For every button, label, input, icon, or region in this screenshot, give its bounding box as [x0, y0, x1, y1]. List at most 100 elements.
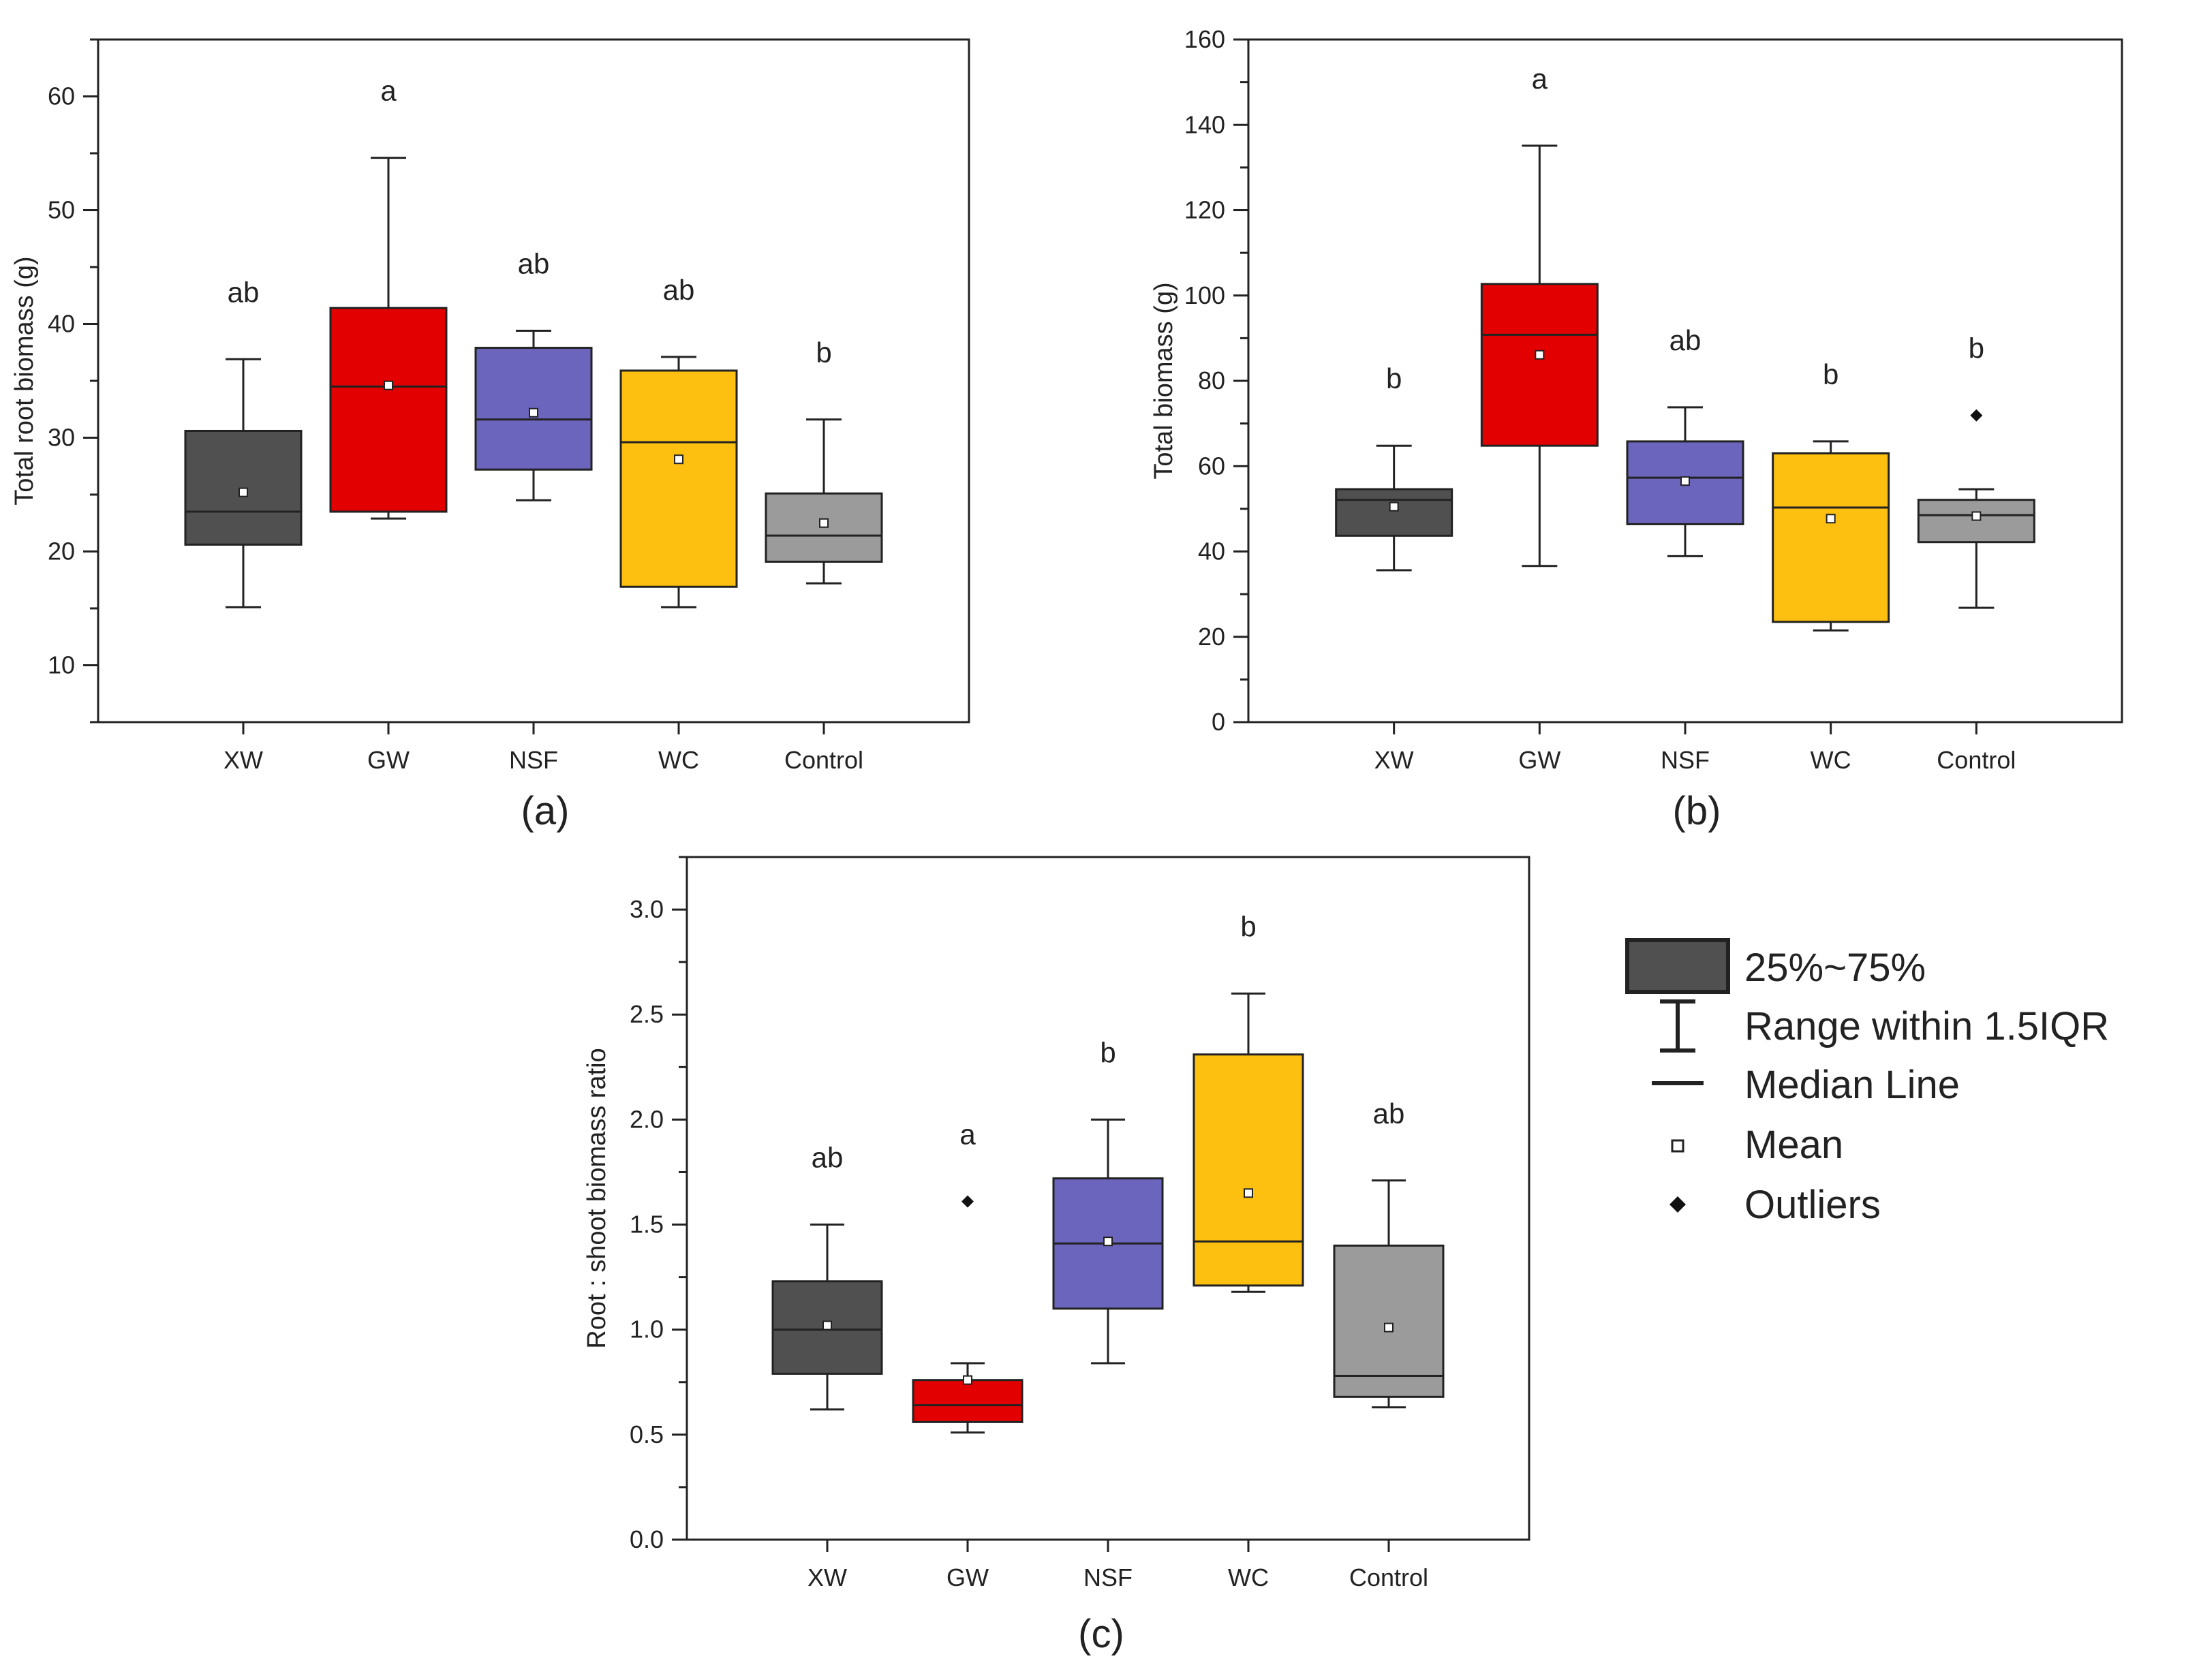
panel-a-marks: 10 20 30 40 50 60 XW GW NSF WC Control ab a ab ab b	[48, 38, 883, 774]
panel-c-mean-wc	[1244, 1188, 1253, 1198]
panel-b-mean-gw	[1535, 349, 1545, 360]
panel-a-mean-nsf	[529, 407, 538, 418]
panel-a-significance-letter-xw: ab	[228, 276, 260, 308]
panel-b-y-tick-label: 140	[1184, 110, 1225, 138]
panel-c-box-wc	[1192, 1053, 1304, 1287]
panel-c-y-tick-label: 2.5	[630, 1000, 664, 1028]
legend-outlier-label: Outliers	[1744, 1183, 1881, 1227]
panel-c-x-tick-label-gw: GW	[946, 1564, 989, 1591]
legend-whisker-label: Range within 1.5IQR	[1744, 1004, 2109, 1048]
legend-outlier-swatch	[1669, 1196, 1686, 1213]
panel-c-y-tick-label: 3.0	[630, 895, 664, 923]
panel-a-x-tick-label-xw: XW	[224, 746, 263, 774]
panel-a-box-wc	[619, 369, 738, 588]
panel-b-box-xw	[1335, 488, 1453, 537]
panel-a-mean-gw	[384, 380, 393, 390]
panel-c-x-tick-label-nsf: NSF	[1083, 1564, 1133, 1591]
panel-c-mean-control	[1384, 1322, 1394, 1333]
panel-c-y-tick-label: 2.0	[630, 1105, 664, 1133]
panel-b-y-tick-label: 100	[1184, 281, 1225, 309]
panel-b-box-control	[1917, 499, 2035, 544]
panel-a-y-tick-label: 10	[48, 651, 75, 679]
panel-c-box-gw	[912, 1379, 1023, 1423]
panel-c-y-tick-label: 1.5	[630, 1211, 664, 1239]
panel-b-mean-control	[1971, 511, 1982, 521]
panel-c-mean-nsf	[1103, 1236, 1113, 1247]
panel-a-mean-wc	[674, 454, 683, 465]
panel-b-x-tick-label-xw: XW	[1374, 746, 1414, 774]
panel-b-significance-letter-control: b	[1969, 332, 1984, 364]
panel-c-significance-letter-control: ab	[1373, 1098, 1405, 1130]
panel-b-y-tick-label: 20	[1198, 623, 1225, 651]
panel-a-x-tick-label-control: Control	[784, 746, 863, 774]
panel-a-mean-control	[819, 518, 829, 528]
panel-a-x-tick-label-nsf: NSF	[509, 746, 558, 774]
panel-a-y-tick-label: 50	[48, 196, 75, 224]
legend-whisker-swatch	[1660, 999, 1695, 1053]
panel-b-x-tick-label-wc: WC	[1811, 746, 1851, 774]
legend: 25%~75% Range within 1.5IQR Median Line …	[1625, 938, 2109, 1227]
panel-c-mean-gw	[963, 1375, 972, 1385]
legend-box-label: 25%~75%	[1744, 946, 1926, 990]
panel-b-box-gw	[1480, 283, 1599, 447]
panel-a-y-axis-title: Total root biomass (g)	[10, 256, 39, 505]
panel-a-box-gw	[329, 307, 448, 513]
panel-b-mean-nsf	[1680, 476, 1690, 486]
panel-c-y-tick-label: 0.0	[630, 1525, 664, 1553]
panel-a-y-tick-label: 20	[48, 538, 75, 565]
panel-b-significance-letter-wc: b	[1823, 358, 1838, 390]
panel-c-significance-letter-gw: a	[959, 1119, 976, 1151]
panel-a-caption: (a)	[521, 789, 570, 833]
panel-b-caption: (b)	[1673, 789, 1721, 833]
panel-a-mean-xw	[238, 487, 248, 497]
panel-a-significance-letter-gw: a	[380, 75, 397, 107]
panel-c-significance-letter-xw: ab	[812, 1142, 844, 1174]
panel-c-significance-letter-nsf: b	[1100, 1036, 1115, 1068]
panel-b-y-tick-label: 0	[1212, 708, 1225, 736]
legend-box-swatch	[1625, 938, 1730, 994]
panel-b-y-axis-title: Total biomass (g)	[1150, 282, 1178, 479]
panel-b-y-tick-label: 160	[1184, 25, 1225, 53]
panel-c-caption: (c)	[1078, 1612, 1124, 1656]
panel-c-significance-letter-wc: b	[1240, 910, 1256, 942]
panel-a: Total root biomass (g) 10 20 30 40 50 60 XW GW N…	[10, 38, 970, 833]
legend-mean-swatch	[1671, 1139, 1684, 1153]
panel-c-y-tick-label: 1.0	[630, 1316, 664, 1343]
panel-c: Root : shoot biomass ratio 0.0 0.5 1.0 1.5 2…	[583, 856, 1530, 1656]
panel-b-mean-wc	[1826, 514, 1836, 524]
panel-c-x-tick-label-control: Control	[1349, 1564, 1428, 1591]
panel-a-y-tick-label: 40	[48, 310, 75, 338]
panel-b-x-tick-label-gw: GW	[1518, 746, 1560, 774]
panel-b: Total biomass (g) 0 20 40 60 80 100 120 140 160 X…	[1150, 25, 2123, 833]
panel-b-outlier-control	[1970, 409, 1983, 422]
panel-c-x-tick-label-xw: XW	[807, 1564, 847, 1591]
panel-a-y-tick-label: 30	[48, 424, 75, 452]
panel-b-box-wc	[1772, 452, 1890, 623]
panel-c-box-control	[1333, 1244, 1445, 1398]
panel-b-y-tick-label: 40	[1198, 538, 1225, 565]
panel-a-y-tick-label: 60	[48, 82, 75, 110]
legend-median-label: Median Line	[1744, 1063, 1960, 1107]
panel-b-y-tick-label: 60	[1198, 452, 1225, 480]
panel-b-significance-letter-gw: a	[1532, 63, 1548, 95]
panel-a-x-tick-label-gw: GW	[367, 746, 410, 774]
panel-a-significance-letter-control: b	[816, 337, 831, 369]
panel-b-significance-letter-nsf: ab	[1669, 324, 1702, 356]
panel-b-significance-letter-xw: b	[1386, 362, 1402, 394]
panel-c-outlier-gw	[961, 1195, 974, 1208]
panel-a-significance-letter-wc: ab	[663, 274, 695, 306]
panel-b-x-tick-label-nsf: NSF	[1661, 746, 1710, 774]
panel-b-x-tick-label-control: Control	[1937, 746, 2016, 774]
panel-a-significance-letter-nsf: ab	[518, 248, 550, 280]
panel-c-y-axis-title: Root : shoot biomass ratio	[583, 1048, 611, 1348]
panel-c-x-tick-label-wc: WC	[1228, 1564, 1269, 1591]
panel-c-y-tick-label: 0.5	[630, 1420, 664, 1448]
panel-b-y-tick-label: 120	[1184, 196, 1225, 224]
panel-a-x-tick-label-wc: WC	[658, 746, 699, 774]
panel-c-mean-xw	[822, 1320, 832, 1331]
legend-mean-label: Mean	[1744, 1123, 1843, 1167]
panel-b-y-tick-label: 80	[1198, 367, 1225, 394]
panel-b-plot-frame	[1247, 38, 2123, 724]
panel-b-marks: 0 20 40 60 80 100 120 140 160 XW GW NSF WC Control b a a…	[1184, 25, 2035, 774]
